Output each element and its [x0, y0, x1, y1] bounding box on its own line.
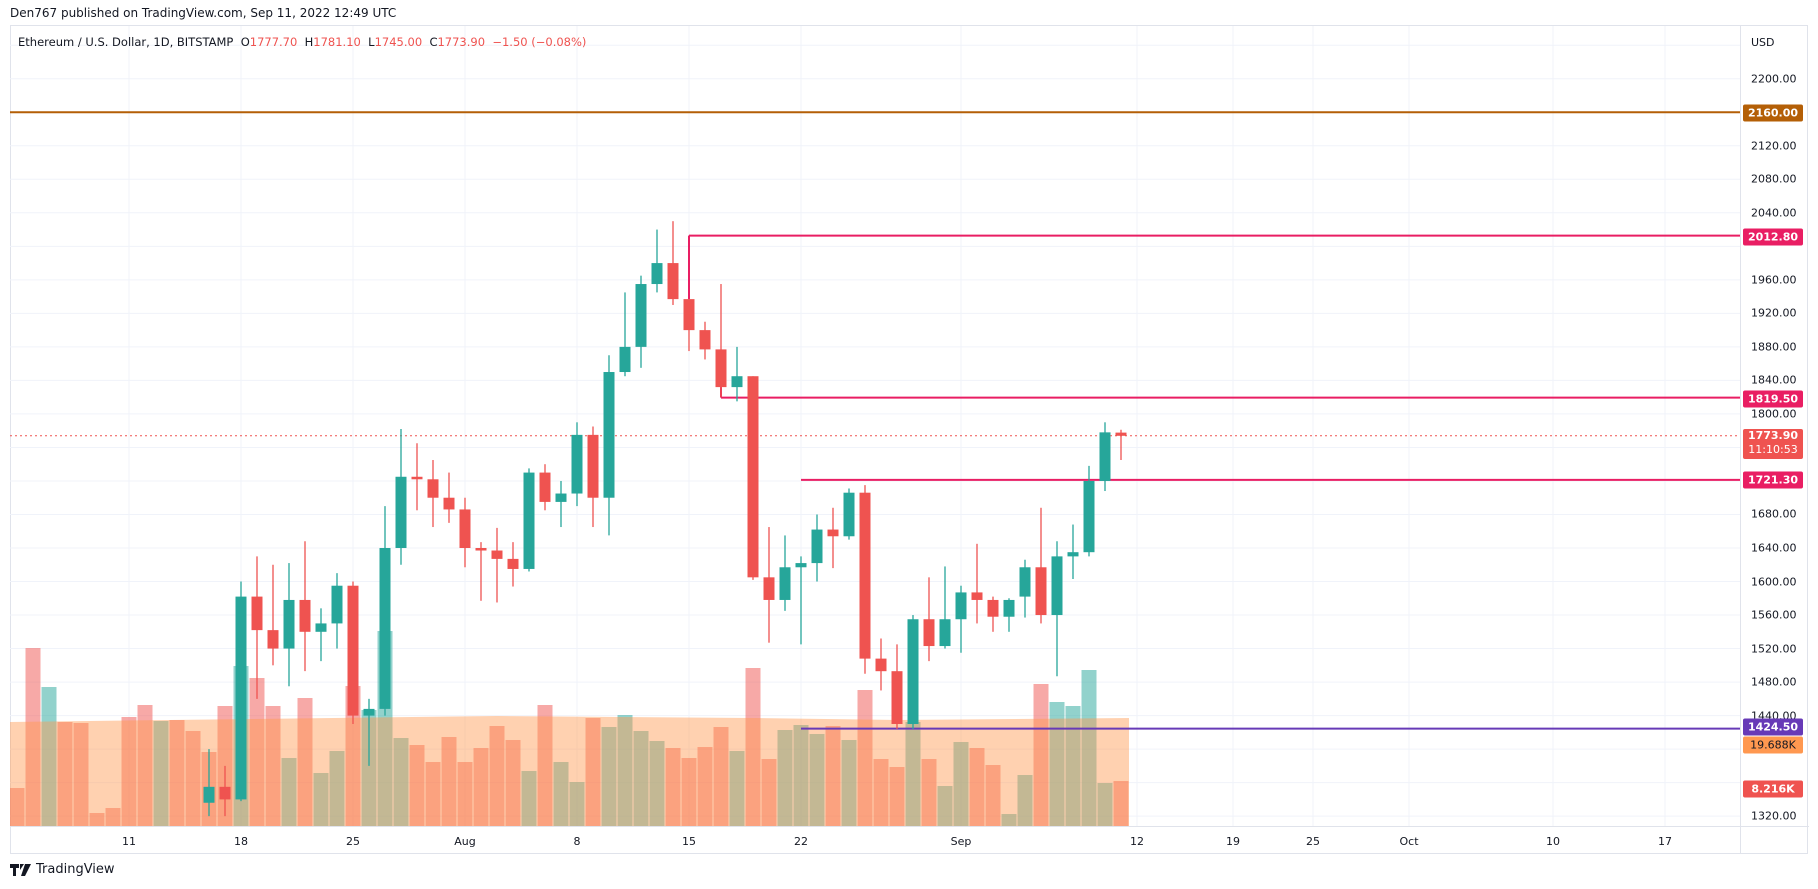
time-axis[interactable]: 11 18 25 Aug 8 15 22 Sep 12 19 25 Oct 10 17: [10, 826, 1740, 854]
price-tick: 1480.00: [1751, 675, 1797, 689]
price-tick: 2040.00: [1751, 206, 1797, 220]
chart-pane[interactable]: [10, 26, 1740, 826]
price-label-2012: 2012.80: [1743, 228, 1803, 246]
price-tick: 1960.00: [1751, 273, 1797, 287]
time-tick: 15: [682, 835, 696, 848]
price-tick: 2200.00: [1751, 72, 1797, 86]
price-tick: 2120.00: [1751, 139, 1797, 153]
price-tick: 1880.00: [1751, 340, 1797, 354]
close-value: 1773.90: [437, 35, 486, 49]
time-tick: 22: [794, 835, 808, 848]
volume-label: 8.216K: [1743, 780, 1803, 798]
time-tick: 8: [573, 835, 581, 848]
price-tick: 1840.00: [1751, 373, 1797, 387]
price-tick: 1520.00: [1751, 642, 1797, 656]
time-tick: Oct: [1399, 835, 1419, 848]
price-tick: 1320.00: [1751, 809, 1797, 823]
time-tick: 18: [234, 835, 248, 848]
time-tick: 25: [346, 835, 360, 848]
price-axis[interactable]: USD 2200.00 2120.00 2080.00 2040.00 1960.00 1…: [1740, 26, 1809, 826]
price-tick: 1800.00: [1751, 407, 1797, 421]
time-tick: Aug: [454, 835, 476, 848]
volume-ma-label: 19.688K: [1743, 736, 1803, 754]
time-tick: 19: [1226, 835, 1240, 848]
price-tick: 1920.00: [1751, 306, 1797, 320]
price-label-1424: 1424.50: [1743, 718, 1803, 736]
time-tick: 10: [1546, 835, 1560, 848]
time-tick: 12: [1130, 835, 1144, 848]
price-tick: 1680.00: [1751, 507, 1797, 521]
last-price-label: 1773.90 11:10:53: [1743, 429, 1803, 459]
price-tick: 1640.00: [1751, 541, 1797, 555]
price-tick: 1560.00: [1751, 608, 1797, 622]
publish-line: Den767 published on TradingView.com, Sep…: [10, 6, 397, 20]
time-tick: Sep: [950, 835, 972, 848]
time-tick: 25: [1306, 835, 1320, 848]
price-label-1721: 1721.30: [1743, 471, 1803, 489]
high-value: 1781.10: [313, 35, 361, 49]
time-tick: 11: [122, 835, 136, 848]
symbol-name: Ethereum / U.S. Dollar, 1D, BITSTAMP: [18, 35, 234, 49]
axis-corner: [1740, 826, 1809, 854]
price-tick: 1600.00: [1751, 575, 1797, 589]
low-value: 1745.00: [374, 35, 423, 49]
tradingview-footer[interactable]: TradingView: [10, 862, 115, 877]
chart-frame: [10, 25, 1808, 854]
footer-brand: TradingView: [36, 862, 115, 877]
price-tick: 2080.00: [1751, 172, 1797, 186]
price-label-2160: 2160.00: [1743, 104, 1803, 122]
change-value: −1.50 (−0.08%): [492, 35, 587, 49]
time-tick: 17: [1658, 835, 1672, 848]
tradingview-logo-icon: [10, 863, 31, 876]
symbol-legend: Ethereum / U.S. Dollar, 1D, BITSTAMP O17…: [18, 35, 587, 49]
currency-label: USD: [1751, 36, 1775, 49]
candlestick-chart: [10, 26, 1740, 826]
open-value: 1777.70: [249, 35, 298, 49]
price-label-1819: 1819.50: [1743, 390, 1803, 408]
